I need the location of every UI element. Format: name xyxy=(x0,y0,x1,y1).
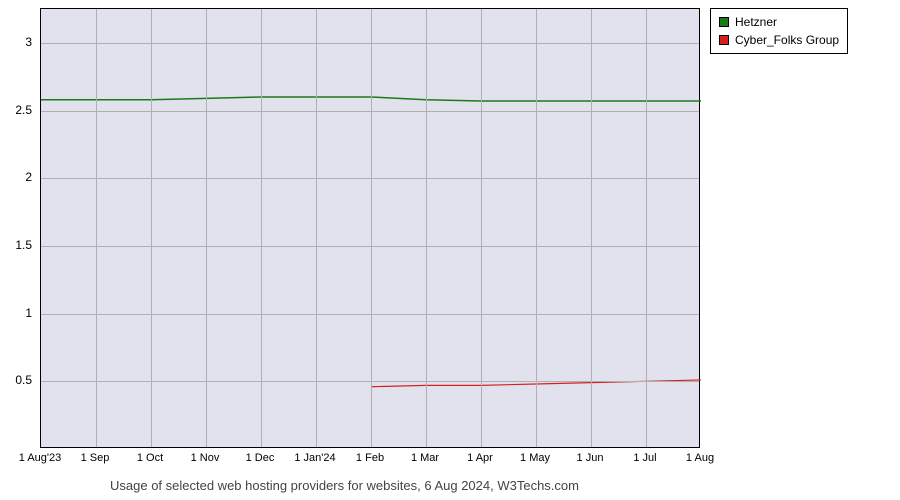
x-tick-label: 1 Jan'24 xyxy=(294,452,335,464)
x-tick-label: 1 May xyxy=(520,452,550,464)
grid-line-vertical xyxy=(591,9,592,447)
grid-line-horizontal xyxy=(41,314,699,315)
x-tick-label: 1 Feb xyxy=(356,452,384,464)
x-tick-label: 1 Jun xyxy=(577,452,604,464)
legend-swatch xyxy=(719,35,729,45)
grid-line-horizontal xyxy=(41,111,699,112)
chart-caption: Usage of selected web hosting providers … xyxy=(110,478,579,493)
grid-line-horizontal xyxy=(41,381,699,382)
grid-line-vertical xyxy=(96,9,97,447)
chart-container: HetznerCyber_Folks Group Usage of select… xyxy=(0,0,900,500)
x-tick-label: 1 Apr xyxy=(467,452,493,464)
grid-line-vertical xyxy=(316,9,317,447)
grid-line-horizontal xyxy=(41,178,699,179)
grid-line-horizontal xyxy=(41,43,699,44)
legend-label: Hetzner xyxy=(735,13,777,31)
legend: HetznerCyber_Folks Group xyxy=(710,8,848,54)
x-tick-label: 1 Jul xyxy=(633,452,656,464)
x-tick-label: 1 Oct xyxy=(137,452,163,464)
legend-item: Hetzner xyxy=(719,13,839,31)
x-tick-label: 1 Dec xyxy=(246,452,275,464)
legend-label: Cyber_Folks Group xyxy=(735,31,839,49)
x-tick-label: 1 Aug'23 xyxy=(19,452,61,464)
x-tick-label: 1 Aug xyxy=(686,452,714,464)
grid-line-vertical xyxy=(261,9,262,447)
grid-line-vertical xyxy=(426,9,427,447)
grid-line-vertical xyxy=(151,9,152,447)
x-tick-label: 1 Nov xyxy=(191,452,220,464)
grid-line-vertical xyxy=(371,9,372,447)
legend-swatch xyxy=(719,17,729,27)
plot-area xyxy=(40,8,700,448)
grid-line-vertical xyxy=(481,9,482,447)
grid-line-vertical xyxy=(646,9,647,447)
grid-line-vertical xyxy=(536,9,537,447)
grid-line-horizontal xyxy=(41,246,699,247)
grid-line-vertical xyxy=(206,9,207,447)
x-tick-label: 1 Sep xyxy=(81,452,110,464)
x-tick-label: 1 Mar xyxy=(411,452,439,464)
legend-item: Cyber_Folks Group xyxy=(719,31,839,49)
